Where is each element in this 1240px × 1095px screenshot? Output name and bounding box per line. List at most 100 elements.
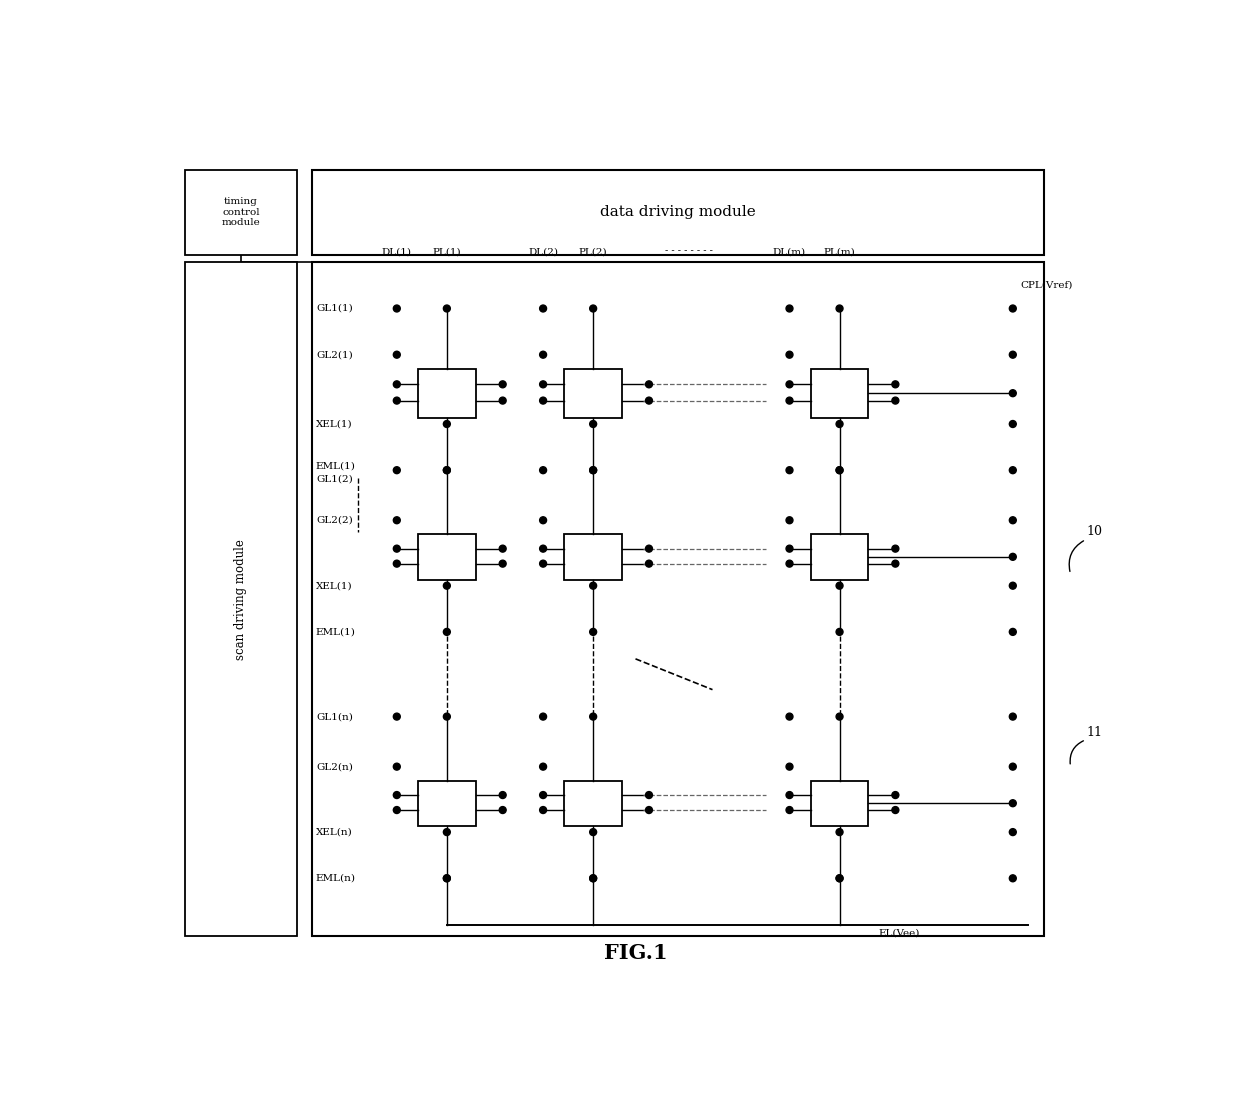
Text: DL(m): DL(m) bbox=[773, 247, 806, 256]
Circle shape bbox=[892, 807, 899, 814]
Circle shape bbox=[1009, 829, 1017, 835]
Circle shape bbox=[590, 713, 596, 721]
Circle shape bbox=[539, 351, 547, 358]
Circle shape bbox=[539, 807, 547, 814]
Bar bbox=[418, 534, 476, 579]
Bar bbox=[564, 534, 622, 579]
Circle shape bbox=[1009, 553, 1017, 561]
Bar bbox=[418, 369, 476, 418]
Circle shape bbox=[393, 545, 401, 552]
Circle shape bbox=[892, 397, 899, 404]
Circle shape bbox=[590, 875, 596, 881]
Bar bbox=[564, 369, 622, 418]
Text: EML(n): EML(n) bbox=[316, 874, 356, 883]
Circle shape bbox=[590, 829, 596, 835]
Circle shape bbox=[393, 466, 401, 474]
Text: XEL(n): XEL(n) bbox=[316, 828, 352, 837]
Circle shape bbox=[393, 397, 401, 404]
Circle shape bbox=[590, 306, 596, 312]
Circle shape bbox=[444, 583, 450, 589]
Circle shape bbox=[393, 561, 401, 567]
Text: timing
control
module: timing control module bbox=[222, 197, 260, 227]
FancyArrowPatch shape bbox=[1070, 741, 1084, 764]
Circle shape bbox=[646, 561, 652, 567]
Circle shape bbox=[1009, 763, 1017, 770]
Circle shape bbox=[590, 466, 596, 474]
Bar bbox=[312, 263, 1044, 936]
Circle shape bbox=[444, 466, 450, 474]
Text: GL2(1): GL2(1) bbox=[316, 350, 352, 359]
Circle shape bbox=[539, 545, 547, 552]
Circle shape bbox=[393, 306, 401, 312]
Circle shape bbox=[539, 763, 547, 770]
Circle shape bbox=[786, 807, 792, 814]
Circle shape bbox=[500, 561, 506, 567]
Text: CPL(Vref): CPL(Vref) bbox=[1021, 281, 1073, 290]
Circle shape bbox=[444, 306, 450, 312]
Circle shape bbox=[786, 397, 792, 404]
Text: EL(Vee): EL(Vee) bbox=[878, 929, 919, 937]
Bar bbox=[418, 781, 476, 826]
Circle shape bbox=[1009, 306, 1017, 312]
Circle shape bbox=[836, 629, 843, 635]
Circle shape bbox=[539, 517, 547, 523]
Circle shape bbox=[539, 306, 547, 312]
Circle shape bbox=[1009, 517, 1017, 523]
Text: PL(2): PL(2) bbox=[579, 247, 608, 256]
Text: 11: 11 bbox=[1086, 726, 1102, 738]
Circle shape bbox=[892, 545, 899, 552]
Circle shape bbox=[786, 763, 792, 770]
Circle shape bbox=[590, 466, 596, 474]
Circle shape bbox=[786, 561, 792, 567]
Text: XEL(1): XEL(1) bbox=[316, 581, 352, 590]
Circle shape bbox=[590, 583, 596, 589]
Text: EML(1): EML(1) bbox=[316, 627, 356, 636]
Circle shape bbox=[444, 713, 450, 721]
Text: PL(m): PL(m) bbox=[823, 247, 856, 256]
Circle shape bbox=[786, 545, 792, 552]
Circle shape bbox=[444, 466, 450, 474]
Text: scan driving module: scan driving module bbox=[234, 539, 247, 659]
Circle shape bbox=[892, 381, 899, 388]
Circle shape bbox=[786, 351, 792, 358]
Bar bbox=[811, 534, 868, 579]
FancyArrowPatch shape bbox=[1069, 541, 1084, 572]
Circle shape bbox=[786, 381, 792, 388]
Circle shape bbox=[393, 763, 401, 770]
Text: GL1(n): GL1(n) bbox=[316, 712, 353, 722]
Text: PL(1): PL(1) bbox=[433, 247, 461, 256]
Circle shape bbox=[539, 381, 547, 388]
Circle shape bbox=[786, 792, 792, 798]
Circle shape bbox=[836, 829, 843, 835]
Circle shape bbox=[444, 875, 450, 881]
Circle shape bbox=[1009, 583, 1017, 589]
Circle shape bbox=[1009, 466, 1017, 474]
Circle shape bbox=[1009, 713, 1017, 721]
Bar bbox=[185, 263, 296, 936]
Circle shape bbox=[590, 420, 596, 427]
Circle shape bbox=[590, 629, 596, 635]
Bar bbox=[312, 170, 1044, 255]
Text: 10: 10 bbox=[1086, 526, 1102, 539]
Circle shape bbox=[444, 875, 450, 881]
Circle shape bbox=[590, 875, 596, 881]
Circle shape bbox=[393, 517, 401, 523]
Circle shape bbox=[539, 466, 547, 474]
Circle shape bbox=[393, 713, 401, 721]
Circle shape bbox=[646, 381, 652, 388]
Text: GL1(2): GL1(2) bbox=[316, 475, 352, 484]
Circle shape bbox=[539, 561, 547, 567]
Circle shape bbox=[1009, 420, 1017, 427]
Circle shape bbox=[786, 713, 792, 721]
Bar bbox=[811, 369, 868, 418]
Text: XEL(1): XEL(1) bbox=[316, 419, 352, 428]
Circle shape bbox=[500, 381, 506, 388]
Circle shape bbox=[836, 875, 843, 881]
Text: GL2(n): GL2(n) bbox=[316, 762, 353, 771]
Circle shape bbox=[1009, 875, 1017, 881]
Circle shape bbox=[1009, 629, 1017, 635]
Circle shape bbox=[646, 807, 652, 814]
Circle shape bbox=[393, 807, 401, 814]
Circle shape bbox=[500, 545, 506, 552]
Circle shape bbox=[892, 561, 899, 567]
